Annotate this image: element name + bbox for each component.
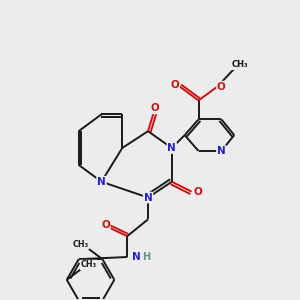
Text: O: O (151, 103, 159, 113)
Text: O: O (170, 80, 179, 90)
Text: N: N (167, 143, 176, 153)
Text: N: N (144, 193, 152, 202)
Text: H: H (142, 252, 150, 262)
Text: N: N (97, 177, 106, 187)
Text: O: O (193, 187, 202, 196)
Text: N: N (217, 146, 226, 156)
Text: N: N (132, 252, 140, 262)
Text: CH₃: CH₃ (232, 60, 248, 69)
Text: O: O (217, 82, 226, 92)
Text: O: O (101, 220, 110, 230)
Text: CH₃: CH₃ (73, 240, 89, 249)
Text: CH₃: CH₃ (80, 260, 97, 269)
